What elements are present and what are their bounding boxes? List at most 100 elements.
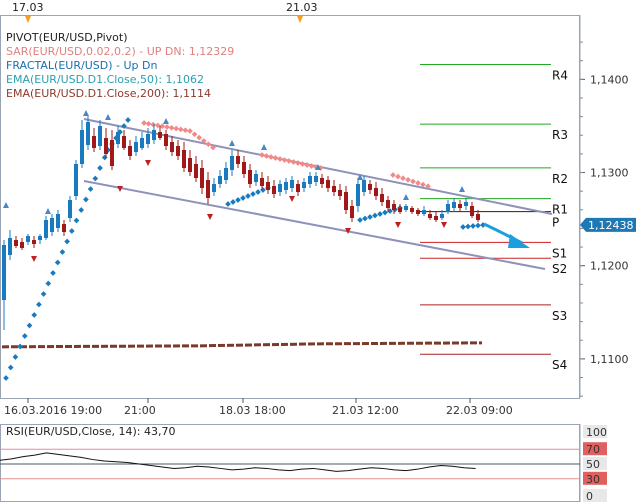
sar-dot-up: [230, 199, 236, 205]
candle-body: [350, 206, 354, 218]
pivot-label-s3: S3: [552, 309, 567, 323]
candle-body: [110, 140, 114, 166]
candle-body: [176, 146, 180, 156]
candle-body: [464, 202, 468, 206]
candle-body: [356, 184, 360, 206]
sar-dot-up: [255, 189, 261, 195]
candle-body: [230, 156, 234, 170]
candle-body: [332, 186, 336, 192]
candle-body: [404, 206, 408, 210]
legend-pivot: PIVOT(EUR/USD,Pivot): [6, 31, 128, 44]
fractal-down-arrow: [145, 160, 151, 166]
sar-dot-down: [390, 172, 396, 178]
sar-dot-down: [259, 152, 265, 158]
date-marker-triangle-2: [297, 16, 303, 23]
candle-body: [242, 162, 246, 174]
candle-body: [98, 126, 102, 146]
rsi-line: [0, 452, 476, 472]
sar-dot-down: [187, 128, 193, 134]
candle-body: [182, 150, 186, 168]
sar-dot-up: [470, 223, 476, 229]
rsi-level-tag: [583, 471, 607, 485]
candle-body: [92, 136, 96, 148]
candle-body: [152, 130, 156, 140]
sar-dot-up: [68, 228, 75, 234]
candle-body: [8, 238, 12, 255]
candle-body: [56, 214, 60, 228]
sar-dot-up: [250, 191, 256, 197]
sar-dot-down: [286, 158, 292, 164]
sar-dot-up: [362, 215, 368, 222]
candle-body: [14, 240, 18, 246]
candle-body: [344, 192, 348, 210]
sar-dot-up: [87, 186, 94, 192]
fractal-down-arrow: [345, 228, 351, 234]
y-tick-label: 1,1100: [590, 353, 629, 366]
fractal-down-arrow: [117, 186, 123, 192]
candle-body: [194, 164, 198, 178]
sar-dot-up: [367, 214, 373, 220]
candle-body: [254, 174, 258, 182]
fractal-up-arrow: [229, 140, 235, 146]
candle-body: [278, 184, 282, 192]
sar-dot-up: [475, 222, 481, 229]
legend-ema50: EMA(EUR/USD.D1.Close,50): 1,1062: [6, 73, 204, 86]
sar-dot-down: [295, 160, 301, 166]
sar-dot-up: [372, 212, 378, 219]
sar-dot-down: [290, 159, 297, 165]
date-marker-triangle-1: [25, 16, 31, 23]
sar-dot-up: [235, 197, 241, 203]
sar-dot-up: [64, 238, 70, 245]
forecast-arrow[interactable]: [483, 222, 530, 248]
sar-dot-up: [245, 193, 251, 199]
sar-dot-down: [299, 161, 306, 167]
y-tick-label: 1,1400: [590, 73, 629, 86]
legend-sar: SAR(EUR/USD,0.02,0.2) - UP DN: 1,12329: [6, 45, 234, 58]
candle-body: [134, 142, 138, 152]
y-axis: 1,1400 1,1300 1,1200 1,1100: [580, 41, 629, 397]
rsi-level-tag: [583, 425, 607, 438]
candle-body: [170, 142, 174, 152]
candle-body: [272, 186, 276, 194]
rsi-panel: [0, 424, 580, 502]
sar-dot-down: [150, 121, 157, 128]
candle-body: [362, 180, 366, 192]
candle-body: [308, 176, 312, 184]
sar-dot-down: [159, 123, 166, 130]
candle-body: [398, 208, 402, 212]
sar-dot-up: [21, 333, 28, 339]
candle-body: [128, 146, 132, 156]
sar-dot-down: [410, 178, 416, 185]
fractal-down-arrow: [395, 222, 401, 228]
current-price-label: 1,12438: [588, 219, 634, 232]
candle-body: [62, 224, 66, 232]
sar-dot-up: [387, 208, 393, 214]
candle-body: [458, 204, 462, 208]
sar-dot-down: [141, 120, 147, 126]
candle-body: [440, 214, 444, 218]
pivot-label-s2: S2: [552, 262, 567, 276]
pivot-layer: R4 R3 R2 R1P S1 S2 S3 S4: [420, 63, 568, 372]
sar-dot-up: [73, 217, 80, 224]
candle-body: [104, 138, 108, 154]
candle-body: [248, 170, 252, 184]
x-tick-label: 21.03 12:00: [332, 404, 399, 417]
fractal-down-arrow: [289, 196, 295, 202]
candle-body: [338, 190, 342, 196]
candle-body: [200, 168, 204, 188]
sar-dot-up: [225, 201, 231, 207]
fractal-up-arrow: [45, 208, 51, 214]
y-tick-label: 1,1300: [590, 167, 629, 180]
sar-dot-up: [78, 207, 85, 213]
candle-body: [284, 182, 288, 190]
rsi-level-tag: [583, 489, 607, 502]
candle-body: [416, 210, 420, 214]
top-date-marker-2: 21.03: [286, 1, 318, 14]
candle-body: [140, 138, 144, 148]
sar-dot-down: [308, 163, 315, 169]
x-tick-label: 21:00: [124, 404, 156, 417]
candle-body: [434, 216, 438, 220]
candle-body: [68, 200, 72, 218]
rsi-layer: 100 70 50 30 0: [0, 425, 607, 502]
